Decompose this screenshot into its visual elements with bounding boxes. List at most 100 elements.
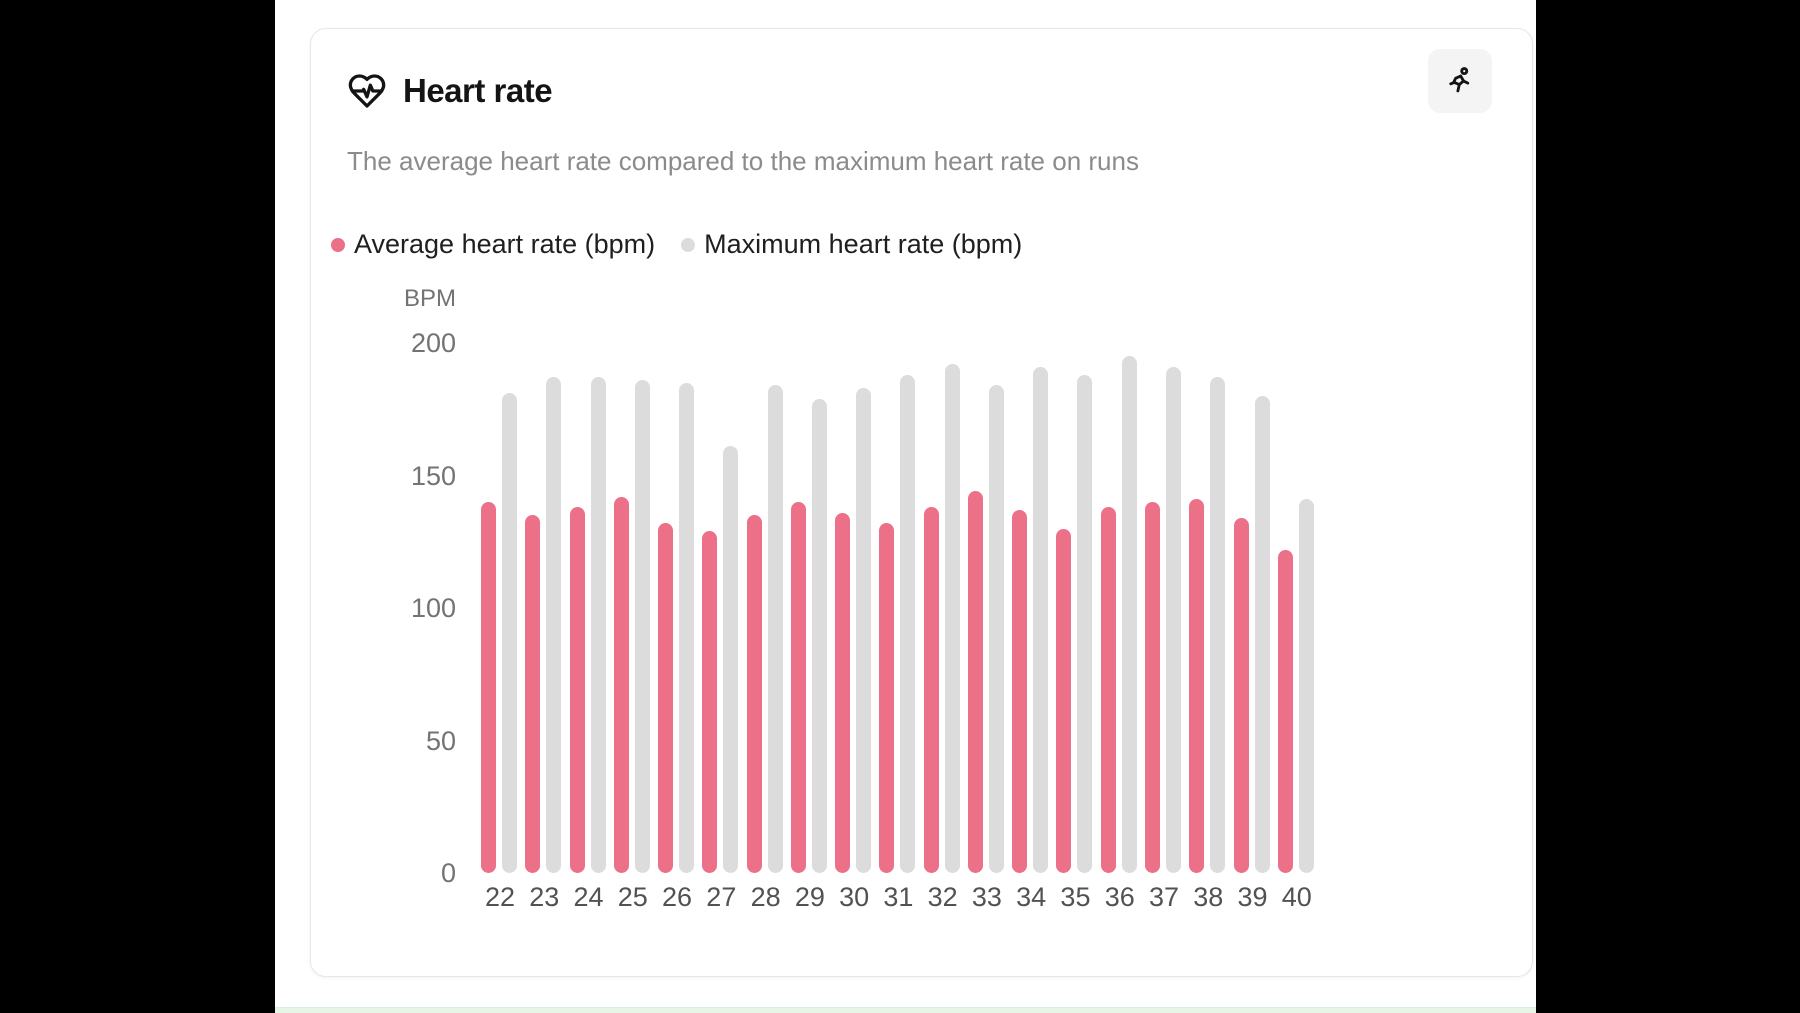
letterbox-left — [0, 0, 275, 1013]
page-background: Heart rate The average heart rate compar… — [275, 0, 1536, 1013]
x-tick-label: 32 — [927, 882, 958, 912]
bar-group — [567, 343, 611, 873]
bar-group — [1053, 343, 1097, 873]
maximum-heart-rate-bar[interactable] — [767, 385, 783, 873]
y-tick-label: 0 — [440, 858, 456, 888]
bar-group — [478, 343, 522, 873]
x-tick-label: 33 — [971, 882, 1002, 912]
maximum-heart-rate-bar[interactable] — [988, 385, 1004, 873]
card-title: Heart rate — [403, 72, 553, 109]
x-tick-label: 24 — [573, 882, 604, 912]
bar-group — [1231, 343, 1275, 873]
maximum-heart-rate-bar[interactable] — [679, 382, 695, 873]
maximum-heart-rate-bar[interactable] — [1033, 366, 1049, 873]
x-tick-label: 26 — [662, 882, 693, 912]
average-heart-rate-bar[interactable] — [1189, 499, 1205, 873]
average-heart-rate-bar[interactable] — [1012, 509, 1028, 873]
x-tick-label: 38 — [1193, 882, 1224, 912]
bar-group — [1098, 343, 1142, 873]
maximum-heart-rate-bar[interactable] — [590, 377, 606, 873]
average-heart-rate-bar[interactable] — [1277, 549, 1293, 873]
bar-group — [832, 343, 876, 873]
y-tick-label: 200 — [410, 328, 456, 358]
average-heart-rate-bar[interactable] — [923, 507, 939, 873]
average-heart-rate-bar[interactable] — [746, 515, 762, 873]
maximum-heart-rate-bar[interactable] — [634, 380, 650, 873]
legend-item-average: Average heart rate (bpm) — [331, 229, 655, 260]
plot-area — [478, 343, 1319, 873]
y-tick-label: 150 — [410, 460, 456, 491]
average-heart-rate-bar[interactable] — [879, 523, 895, 873]
maximum-heart-rate-bar[interactable] — [1077, 374, 1093, 873]
average-heart-rate-bar[interactable] — [1100, 507, 1116, 873]
bar-group — [655, 343, 699, 873]
bar-group — [876, 343, 920, 873]
legend-dot-average — [331, 237, 345, 252]
bar-group — [1009, 343, 1053, 873]
x-tick-label: 35 — [1060, 882, 1091, 912]
runs-action-button[interactable] — [1428, 49, 1492, 113]
heart-rate-card: Heart rate The average heart rate compar… — [310, 28, 1533, 977]
average-heart-rate-bar[interactable] — [967, 491, 983, 873]
chart-legend: Average heart rate (bpm) Maximum heart r… — [331, 229, 1022, 260]
average-heart-rate-bar[interactable] — [1233, 517, 1249, 873]
maximum-heart-rate-bar[interactable] — [811, 398, 827, 873]
maximum-heart-rate-bar[interactable] — [856, 388, 872, 873]
bar-group — [1275, 343, 1319, 873]
maximum-heart-rate-bar[interactable] — [502, 393, 517, 873]
bar-group — [744, 343, 788, 873]
x-tick-label: 40 — [1281, 882, 1312, 912]
maximum-heart-rate-bar[interactable] — [1298, 499, 1314, 873]
card-header: Heart rate — [347, 71, 1496, 111]
maximum-heart-rate-bar[interactable] — [546, 377, 562, 873]
maximum-heart-rate-bar[interactable] — [723, 446, 739, 873]
bar-group — [965, 343, 1009, 873]
average-heart-rate-bar[interactable] — [525, 515, 541, 873]
average-heart-rate-bar[interactable] — [1056, 528, 1072, 873]
bar-group — [522, 343, 566, 873]
maximum-heart-rate-bar[interactable] — [1121, 356, 1137, 873]
x-tick-label: 22 — [484, 882, 516, 912]
x-tick-label: 37 — [1148, 882, 1179, 912]
next-section-edge — [275, 1007, 1536, 1013]
x-tick-label: 31 — [883, 882, 914, 912]
x-tick-label: 34 — [1016, 882, 1047, 912]
average-heart-rate-bar[interactable] — [658, 523, 674, 873]
x-tick-label: 30 — [839, 882, 870, 912]
maximum-heart-rate-bar[interactable] — [900, 374, 916, 873]
runner-icon — [1443, 64, 1477, 98]
card-subtitle: The average heart rate compared to the m… — [347, 146, 1139, 176]
letterbox-right — [1536, 0, 1800, 1013]
bar-group — [699, 343, 743, 873]
legend-label-maximum: Maximum heart rate (bpm) — [704, 229, 1023, 259]
x-tick-label: 36 — [1104, 882, 1135, 912]
maximum-heart-rate-bar[interactable] — [1254, 396, 1270, 873]
y-tick-label: 100 — [410, 593, 456, 623]
y-tick-label: 50 — [425, 725, 456, 756]
legend-dot-maximum — [681, 237, 696, 252]
maximum-heart-rate-bar[interactable] — [1210, 377, 1226, 873]
x-axis-labels: 22 23 24 25 26 27 28 29 30 31 32 33 34 35 36 37 38 39 40 — [478, 882, 1319, 912]
legend-label-average: Average heart rate (bpm) — [354, 229, 656, 259]
y-axis-title: BPM — [403, 285, 456, 312]
average-heart-rate-bar[interactable] — [569, 507, 585, 873]
average-heart-rate-bar[interactable] — [790, 502, 806, 873]
bar-group — [1142, 343, 1186, 873]
legend-item-maximum: Maximum heart rate (bpm) — [681, 229, 1022, 260]
average-heart-rate-bar[interactable] — [613, 496, 629, 873]
bar-group — [611, 343, 655, 873]
maximum-heart-rate-bar[interactable] — [944, 364, 960, 873]
average-heart-rate-bar[interactable] — [702, 531, 718, 873]
x-tick-label: 29 — [794, 882, 825, 912]
x-tick-label: 39 — [1237, 882, 1268, 912]
heart-pulse-icon — [347, 71, 387, 111]
maximum-heart-rate-bar[interactable] — [1165, 366, 1181, 873]
x-tick-label: 27 — [706, 882, 737, 912]
bar-group — [788, 343, 832, 873]
x-tick-label: 23 — [529, 882, 560, 912]
bar-group — [921, 343, 965, 873]
bar-group — [1186, 343, 1230, 873]
average-heart-rate-bar[interactable] — [1144, 502, 1160, 873]
average-heart-rate-bar[interactable] — [481, 502, 496, 873]
average-heart-rate-bar[interactable] — [835, 512, 851, 873]
